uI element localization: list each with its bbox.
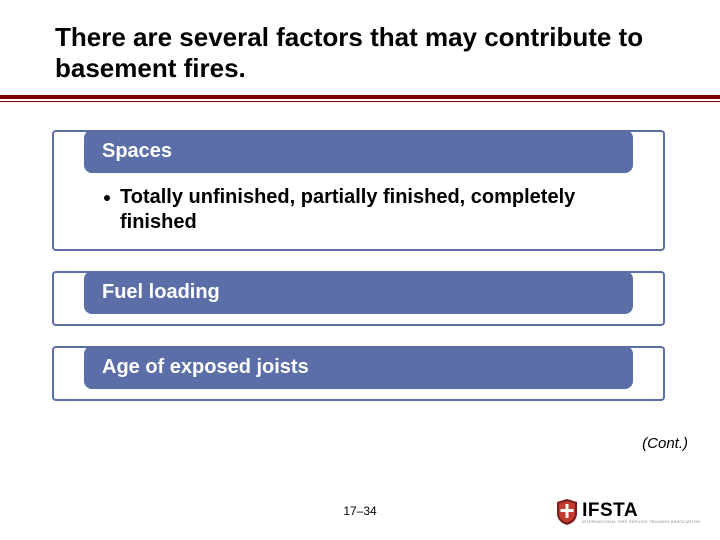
bullet-item: Totally unfinished, partially finished, … (104, 185, 633, 235)
panel-age-joists: Age of exposed joists (52, 346, 665, 401)
slide-title: There are several factors that may contr… (55, 22, 680, 84)
content-area: Spaces Totally unfinished, partially fin… (52, 130, 665, 421)
title-underline-thick (0, 95, 720, 99)
title-underline-thin (0, 101, 720, 102)
ifsta-logo: IFSTA INTERNATIONAL FIRE SERVICE TRAININ… (555, 498, 700, 526)
panel-header-spaces: Spaces (84, 130, 633, 173)
slide-number: 17–34 (343, 504, 376, 518)
slide-title-block: There are several factors that may contr… (55, 22, 680, 84)
logo-text: IFSTA (582, 501, 700, 520)
shield-icon (555, 498, 579, 526)
logo-text-block: IFSTA INTERNATIONAL FIRE SERVICE TRAININ… (582, 501, 700, 524)
bullet-dot-icon (104, 195, 110, 201)
bullet-text: Totally unfinished, partially finished, … (120, 185, 633, 235)
panel-body-spaces: Totally unfinished, partially finished, … (54, 173, 663, 249)
panel-header-fuel-loading: Fuel loading (84, 271, 633, 314)
panel-fuel-loading: Fuel loading (52, 271, 665, 326)
logo-subtext: INTERNATIONAL FIRE SERVICE TRAINING ASSO… (582, 520, 700, 524)
continued-label: (Cont.) (642, 435, 688, 452)
panel-spaces: Spaces Totally unfinished, partially fin… (52, 130, 665, 251)
panel-header-age-joists: Age of exposed joists (84, 346, 633, 389)
